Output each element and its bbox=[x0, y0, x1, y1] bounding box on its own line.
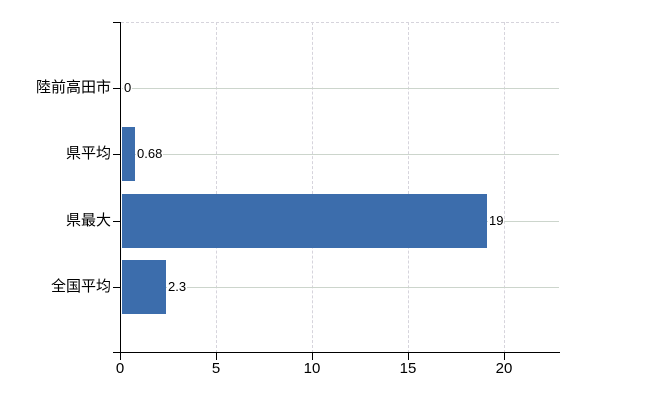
x-tick-label: 15 bbox=[399, 360, 417, 377]
y-axis-tick bbox=[113, 154, 121, 155]
y-axis-tick bbox=[113, 287, 121, 288]
bar-value-label: 2.3 bbox=[167, 279, 188, 295]
x-tick-label: 20 bbox=[495, 360, 513, 377]
bar bbox=[122, 260, 166, 314]
x-axis bbox=[113, 352, 560, 353]
x-axis-tick bbox=[216, 353, 217, 360]
bar-value-label: 0.68 bbox=[136, 146, 164, 162]
bar-value-label: 0 bbox=[123, 80, 133, 96]
plot-top-border bbox=[121, 22, 559, 23]
category-label: 県最大 bbox=[65, 212, 111, 229]
vertical-gridline bbox=[504, 22, 505, 353]
x-tick-label: 0 bbox=[115, 360, 125, 377]
x-axis-tick bbox=[120, 353, 121, 360]
category-label: 全国平均 bbox=[50, 278, 111, 295]
y-axis-tick bbox=[113, 221, 121, 222]
bar-value-label: 19 bbox=[488, 213, 505, 229]
bar bbox=[122, 194, 487, 248]
category-label: 陸前高田市 bbox=[35, 79, 111, 96]
y-axis-tick bbox=[113, 88, 121, 89]
x-axis-tick bbox=[504, 353, 505, 360]
horizontal-gridline bbox=[122, 154, 559, 155]
x-tick-label: 5 bbox=[211, 360, 221, 377]
y-axis-top-tick bbox=[113, 22, 121, 23]
vertical-gridline bbox=[408, 22, 409, 353]
vertical-gridline bbox=[312, 22, 313, 353]
category-label: 県平均 bbox=[65, 145, 111, 162]
x-axis-tick bbox=[312, 353, 313, 360]
vertical-gridline bbox=[216, 22, 217, 353]
bar bbox=[122, 127, 135, 181]
y-axis bbox=[120, 22, 121, 353]
x-axis-tick bbox=[408, 353, 409, 360]
horizontal-gridline bbox=[122, 287, 559, 288]
x-tick-label: 10 bbox=[303, 360, 321, 377]
horizontal-gridline bbox=[122, 88, 559, 89]
